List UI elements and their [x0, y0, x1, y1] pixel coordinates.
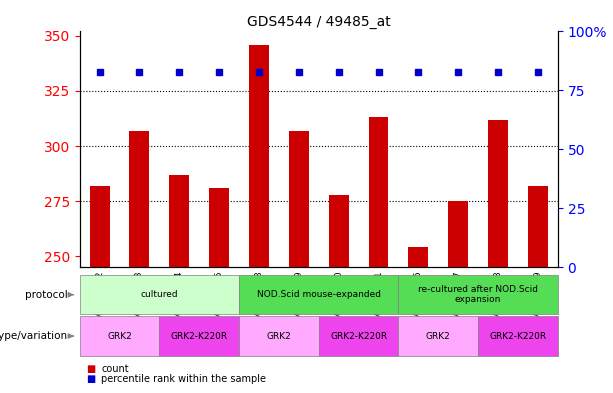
- Text: cultured: cultured: [140, 290, 178, 299]
- Text: GRK2-K220R: GRK2-K220R: [170, 332, 228, 340]
- Bar: [528, 186, 548, 267]
- Bar: [408, 248, 428, 267]
- Bar: [488, 119, 508, 267]
- Text: genotype/variation: genotype/variation: [0, 331, 67, 341]
- Bar: [129, 130, 150, 267]
- Title: GDS4544 / 49485_at: GDS4544 / 49485_at: [247, 15, 390, 29]
- Text: NOD.Scid mouse-expanded: NOD.Scid mouse-expanded: [257, 290, 381, 299]
- Bar: [209, 188, 229, 267]
- Text: GRK2-K220R: GRK2-K220R: [330, 332, 387, 340]
- Bar: [368, 118, 389, 267]
- Text: percentile rank within the sample: percentile rank within the sample: [101, 374, 266, 384]
- Bar: [169, 174, 189, 267]
- Text: count: count: [101, 364, 129, 375]
- Text: ■: ■: [86, 364, 95, 375]
- Text: GRK2: GRK2: [426, 332, 451, 340]
- Text: GRK2-K220R: GRK2-K220R: [489, 332, 547, 340]
- Text: GRK2: GRK2: [107, 332, 132, 340]
- Text: ■: ■: [86, 374, 95, 384]
- Text: GRK2: GRK2: [267, 332, 291, 340]
- Bar: [329, 195, 349, 267]
- Bar: [289, 130, 309, 267]
- Text: protocol: protocol: [25, 290, 67, 300]
- Bar: [89, 186, 110, 267]
- Bar: [448, 201, 468, 267]
- Text: re-cultured after NOD.Scid
expansion: re-cultured after NOD.Scid expansion: [418, 285, 538, 305]
- Bar: [249, 45, 269, 267]
